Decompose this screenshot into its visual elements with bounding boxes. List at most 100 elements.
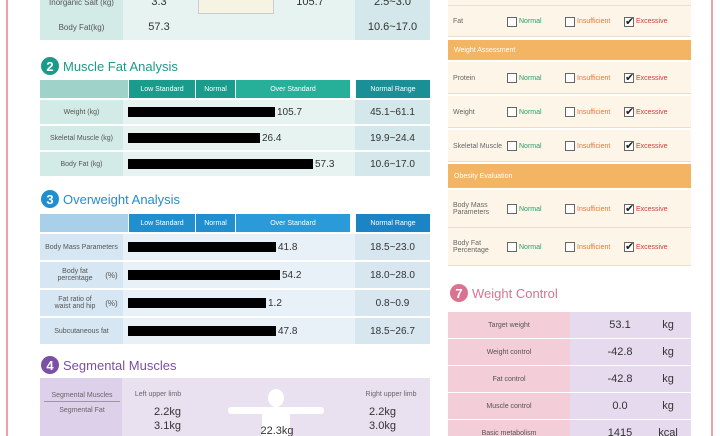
assess-row [448,6,691,37]
section-title: Overweight Analysis [63,191,181,207]
bar [128,326,276,336]
wc-label: Fat control [448,366,570,392]
section-number: 2 [41,57,59,75]
page-border [6,0,8,436]
checkbox [507,16,517,27]
row-label: Body Fat (kg) [40,152,123,176]
header-blank [40,214,123,232]
option-label: Normal [519,18,542,25]
limb-value: 3.1kg [154,419,181,432]
checkbox: ✔ [624,15,635,28]
wc-unit: kg [662,400,674,412]
limb-value: 3.0kg [369,419,396,432]
wc-value [570,312,691,338]
checkbox [565,141,575,151]
checkbox [507,242,517,252]
row-range: 2.5~3.0 [355,0,430,14]
assess-label: Skeletal Muscle [453,142,503,150]
wc-number: 1415 [607,427,633,436]
wc-unit: kcal [658,427,678,436]
column-header: Normal [195,214,235,232]
option-label: Excessive [636,74,668,82]
column-header: Normal Range [355,214,430,232]
column-header: Normal [195,80,235,98]
section-number: 3 [41,190,59,208]
bar-value: 1.2 [268,297,282,309]
option-label: Excessive [636,243,668,251]
option-label: Insufficient [577,74,611,82]
option-label: Excessive [636,108,668,116]
bar-value: 47.8 [278,325,298,337]
option-label: Excessive [636,205,668,213]
assess-row [448,0,691,6]
section-header: Obesity Evaluation [448,164,691,188]
checkbox [507,141,517,151]
bar-value: 41.8 [278,241,298,253]
checkbox [507,73,517,83]
assess-label: Weight [453,108,475,116]
wc-label: Basic metabolism [448,420,570,436]
option-label: Normal [519,205,542,213]
assess-label: Fat [453,18,464,25]
row-label: Inorganic Salt (kg) [40,0,123,14]
bar [128,107,275,117]
checkbox [507,107,517,117]
assess-row [448,130,691,162]
section-number: 7 [450,284,468,302]
bar-value: 105.7 [277,106,303,118]
wc-value [570,420,691,436]
row-range: 10.6~17.0 [355,14,430,40]
row-range: 19.9~24.4 [355,126,430,150]
column-header: Over Standard [235,214,350,232]
header-gap [123,80,128,98]
wc-unit: kg [662,373,674,385]
bar [128,133,260,143]
row-range: 0.8~0.9 [355,290,430,316]
checkbox: ✔ [624,140,635,152]
option-label: Normal [519,108,542,116]
row-value: 3.3 [123,0,195,14]
assess-label: Protein [453,74,476,82]
column-header: Low Standard [128,214,195,232]
row-range: 10.6~17.0 [355,152,430,176]
bar [128,242,276,252]
section-title: Weight Control [472,285,558,301]
assess-label: Body Mass Parameters [453,202,490,216]
chart-box [198,0,274,14]
option-label: Normal [519,142,542,150]
seg-label: Segmental Muscles [44,390,120,402]
figure-body [262,410,290,436]
bar-value: 26.4 [262,132,282,144]
option-label: Excessive [636,18,668,25]
checkbox: ✔ [624,72,635,84]
figure-head [268,389,284,407]
row-label: Body Mass Parameters [40,234,123,260]
row-value: 57.3 [123,14,195,40]
row-measure: 105.7 [296,0,324,8]
header-gap [123,214,128,232]
limb-value: 2.2kg [369,405,396,418]
checkbox: ✔ [624,203,635,215]
page-border [711,0,713,436]
row-unit: (%) [100,290,123,316]
checkbox [565,73,575,83]
wc-label: Muscle control [448,393,570,419]
option-label: Insufficient [577,243,611,251]
wc-number: 53.1 [609,319,631,331]
column-header: Over Standard [235,80,350,98]
row-label: Weight (kg) [40,100,123,124]
row-label: Skeletal Muscle (kg) [40,126,123,150]
row-range: 45.1~61.1 [355,100,430,124]
wc-label: Weight control [448,339,570,365]
limb-title: Left upper limb [134,390,182,398]
option-label: Insufficient [577,142,611,150]
row-unit: (%) [100,262,123,288]
row-label: Subcutaneous fat [40,318,123,344]
option-label: Insufficient [577,205,611,213]
section-title: Muscle Fat Analysis [63,58,178,74]
checkbox [565,16,575,27]
bar-value: 57.3 [315,158,335,170]
option-label: Insufficient [577,108,611,116]
row-label: Fat ratio of waist and hip [40,290,100,316]
